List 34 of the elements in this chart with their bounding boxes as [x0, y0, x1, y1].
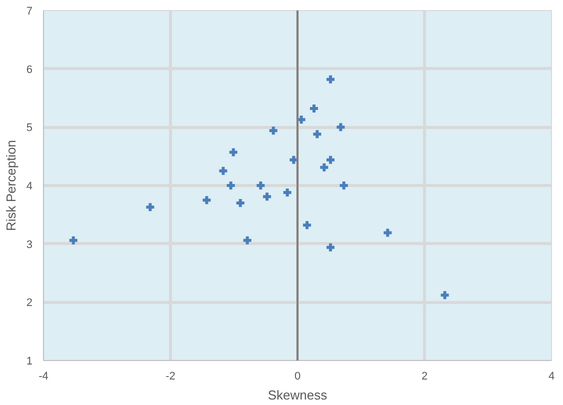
point — [302, 220, 313, 231]
point — [262, 191, 273, 202]
point — [201, 194, 212, 206]
y-axis-title: Risk Perception — [3, 140, 18, 232]
x-tick-label: 4 — [548, 370, 555, 382]
point — [242, 234, 253, 246]
point — [144, 202, 156, 213]
point — [234, 198, 246, 208]
x-tick-label: 0 — [294, 370, 301, 382]
y-tick-label: 6 — [26, 64, 33, 76]
point — [439, 290, 450, 301]
point — [325, 242, 336, 253]
point — [218, 165, 229, 176]
point — [312, 128, 323, 140]
point — [382, 227, 394, 238]
y-tick-label: 2 — [26, 297, 33, 310]
point — [335, 122, 346, 133]
x-axis-title: Skewness — [268, 388, 328, 402]
point — [338, 180, 350, 191]
y-tick-label: 4 — [26, 180, 33, 192]
y-tick-label: 3 — [26, 238, 33, 251]
point — [255, 180, 266, 191]
x-tick-label: -4 — [38, 370, 48, 382]
point — [228, 146, 239, 158]
point — [325, 74, 336, 85]
x-tick-label: 2 — [421, 370, 428, 382]
x-tick-label: -2 — [166, 370, 176, 382]
y-tick-label: 5 — [26, 122, 33, 134]
point — [268, 125, 279, 136]
point — [225, 180, 236, 191]
y-tick-label: 7 — [26, 6, 33, 18]
point — [282, 187, 293, 198]
point — [68, 234, 79, 246]
y-tick-label: 1 — [26, 356, 33, 368]
